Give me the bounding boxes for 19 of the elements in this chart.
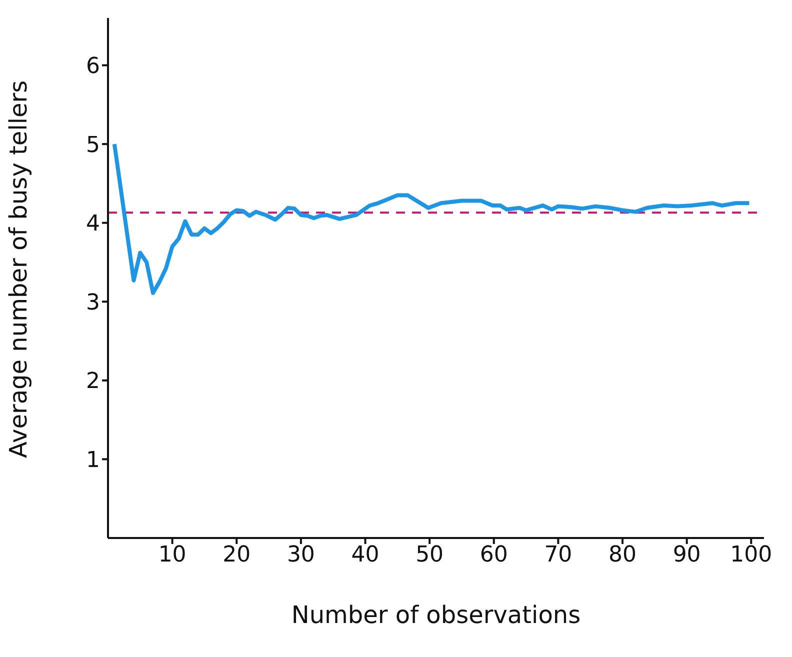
x-tick-label: 90 bbox=[672, 542, 701, 568]
x-tick-label: 50 bbox=[416, 542, 444, 568]
y-tick-label: 2 bbox=[86, 369, 100, 394]
y-tick-label: 1 bbox=[86, 448, 100, 474]
x-tick-label: 30 bbox=[286, 542, 315, 568]
x-tick-label: 40 bbox=[351, 542, 380, 568]
x-axis-title: Number of observations bbox=[291, 601, 581, 629]
y-tick-label: 5 bbox=[86, 132, 100, 158]
x-tick-label: 100 bbox=[730, 542, 772, 568]
line-series bbox=[112, 142, 752, 295]
y-axis-title: Average number of busy tellers bbox=[4, 80, 33, 458]
x-tick-label: 70 bbox=[544, 542, 572, 568]
x-tick-label: 60 bbox=[480, 542, 508, 568]
x-tick-label: 80 bbox=[608, 542, 637, 568]
y-tick-label: 6 bbox=[86, 54, 100, 80]
x-tick-label: 10 bbox=[158, 542, 186, 568]
y-tick-label: 3 bbox=[86, 290, 100, 316]
x-tick-label: 20 bbox=[222, 542, 251, 568]
y-tick-label: 4 bbox=[86, 212, 100, 237]
